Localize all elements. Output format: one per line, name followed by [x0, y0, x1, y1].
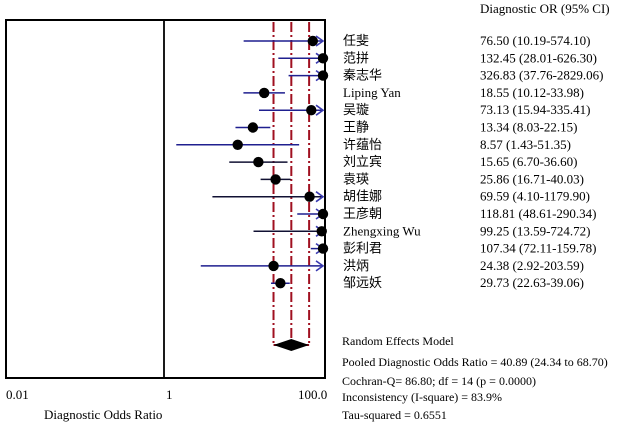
- summary-stats: Random Effects Model Pooled Diagnostic O…: [342, 334, 608, 422]
- study-ci-text: 99.25 (13.59-724.72): [480, 223, 591, 238]
- study-ci-arrow: [315, 35, 325, 47]
- study-name-label: 吴璇: [343, 102, 369, 117]
- study-name-label: 任斐: [343, 33, 369, 48]
- column-header: Diagnostic OR (95% CI): [480, 1, 610, 16]
- study-name-label: 范拼: [343, 50, 369, 65]
- study-name-label: 王彦朝: [343, 206, 382, 221]
- study-ci-text: 132.45 (28.01-626.30): [480, 50, 597, 65]
- study-ci-arrow: [315, 104, 325, 116]
- x-tick-label: 1: [166, 387, 173, 402]
- study-name-label: Liping Yan: [343, 85, 401, 100]
- plot-frame-box: [5, 19, 326, 379]
- study-name-label: 彭利君: [343, 241, 382, 256]
- stats-line: Pooled Diagnostic Odds Ratio = 40.89 (24…: [342, 355, 608, 369]
- study-point: [268, 260, 279, 272]
- study-point: [275, 278, 286, 289]
- study-ci-text: 107.34 (72.11-159.78): [480, 241, 597, 256]
- study-marks: [176, 35, 329, 289]
- study-ci-text: 24.38 (2.92-203.59): [480, 258, 584, 273]
- study-ci-text: 326.83 (37.76-2829.06): [480, 68, 604, 83]
- study-point: [232, 139, 243, 150]
- stats-line: Tau-squared = 0.6551: [342, 408, 447, 422]
- study-point: [304, 191, 315, 202]
- study-name-label: 袁瑛: [343, 171, 369, 186]
- x-tick-label: 0.01: [6, 387, 29, 402]
- study-name-label: 王静: [343, 120, 369, 135]
- study-point: [258, 87, 270, 99]
- study-point: [316, 226, 327, 237]
- study-point: [253, 156, 264, 168]
- study-point: [317, 208, 329, 220]
- stats-line: Cochran-Q= 86.80; df = 14 (p = 0.0000): [342, 374, 536, 388]
- plot-frame: [5, 19, 326, 379]
- study-point: [270, 174, 281, 185]
- study-ci-text: 76.50 (10.19-574.10): [480, 33, 591, 48]
- study-name-label: Zhengxing Wu: [343, 223, 421, 238]
- study-name-label: 许蕴怡: [343, 137, 382, 152]
- stats-line: Inconsistency (I-square) = 83.9%: [342, 390, 502, 404]
- study-ci-text: 73.13 (15.94-335.41): [480, 102, 591, 117]
- study-name-label: 胡佳娜: [343, 189, 382, 204]
- x-axis-label: Diagnostic Odds Ratio: [44, 407, 162, 422]
- study-name-label: 洪炳: [343, 258, 369, 273]
- study-ci-text: 118.81 (48.61-290.34): [480, 206, 597, 221]
- reference-lines: [163, 20, 311, 378]
- study-point: [317, 243, 329, 254]
- study-name-label: 邹远妖: [343, 275, 382, 290]
- study-name-label: 秦志华: [343, 68, 382, 83]
- x-tick-label: 100.0: [298, 387, 327, 402]
- study-ci-text: 13.34 (8.03-22.15): [480, 120, 578, 135]
- x-axis: 0.01 1 100.0 Diagnostic Odds Ratio: [6, 387, 327, 422]
- model-title: Random Effects Model: [342, 334, 454, 348]
- study-point: [306, 105, 317, 116]
- study-ci-text: 8.57 (1.43-51.35): [480, 137, 571, 152]
- pooled-diamond: [273, 339, 310, 351]
- pooled-marks: [273, 339, 310, 351]
- study-point: [317, 70, 329, 81]
- study-ci-text: 15.65 (6.70-36.60): [480, 154, 578, 169]
- study-name-label: 刘立宾: [343, 154, 382, 169]
- study-ci-texts: 76.50 (10.19-574.10) 132.45 (28.01-626.30…: [480, 33, 604, 290]
- study-point: [247, 122, 259, 133]
- study-ci-arrow: [315, 191, 325, 203]
- study-point: [307, 35, 319, 47]
- study-point: [317, 53, 329, 64]
- study-ci-arrow: [315, 260, 325, 272]
- study-ci-text: 18.55 (10.12-33.98): [480, 85, 584, 100]
- study-ci-text: 25.86 (16.71-40.03): [480, 171, 584, 186]
- study-ci-text: 69.59 (4.10-1179.90): [480, 189, 590, 204]
- study-ci-text: 29.73 (22.63-39.06): [480, 275, 584, 290]
